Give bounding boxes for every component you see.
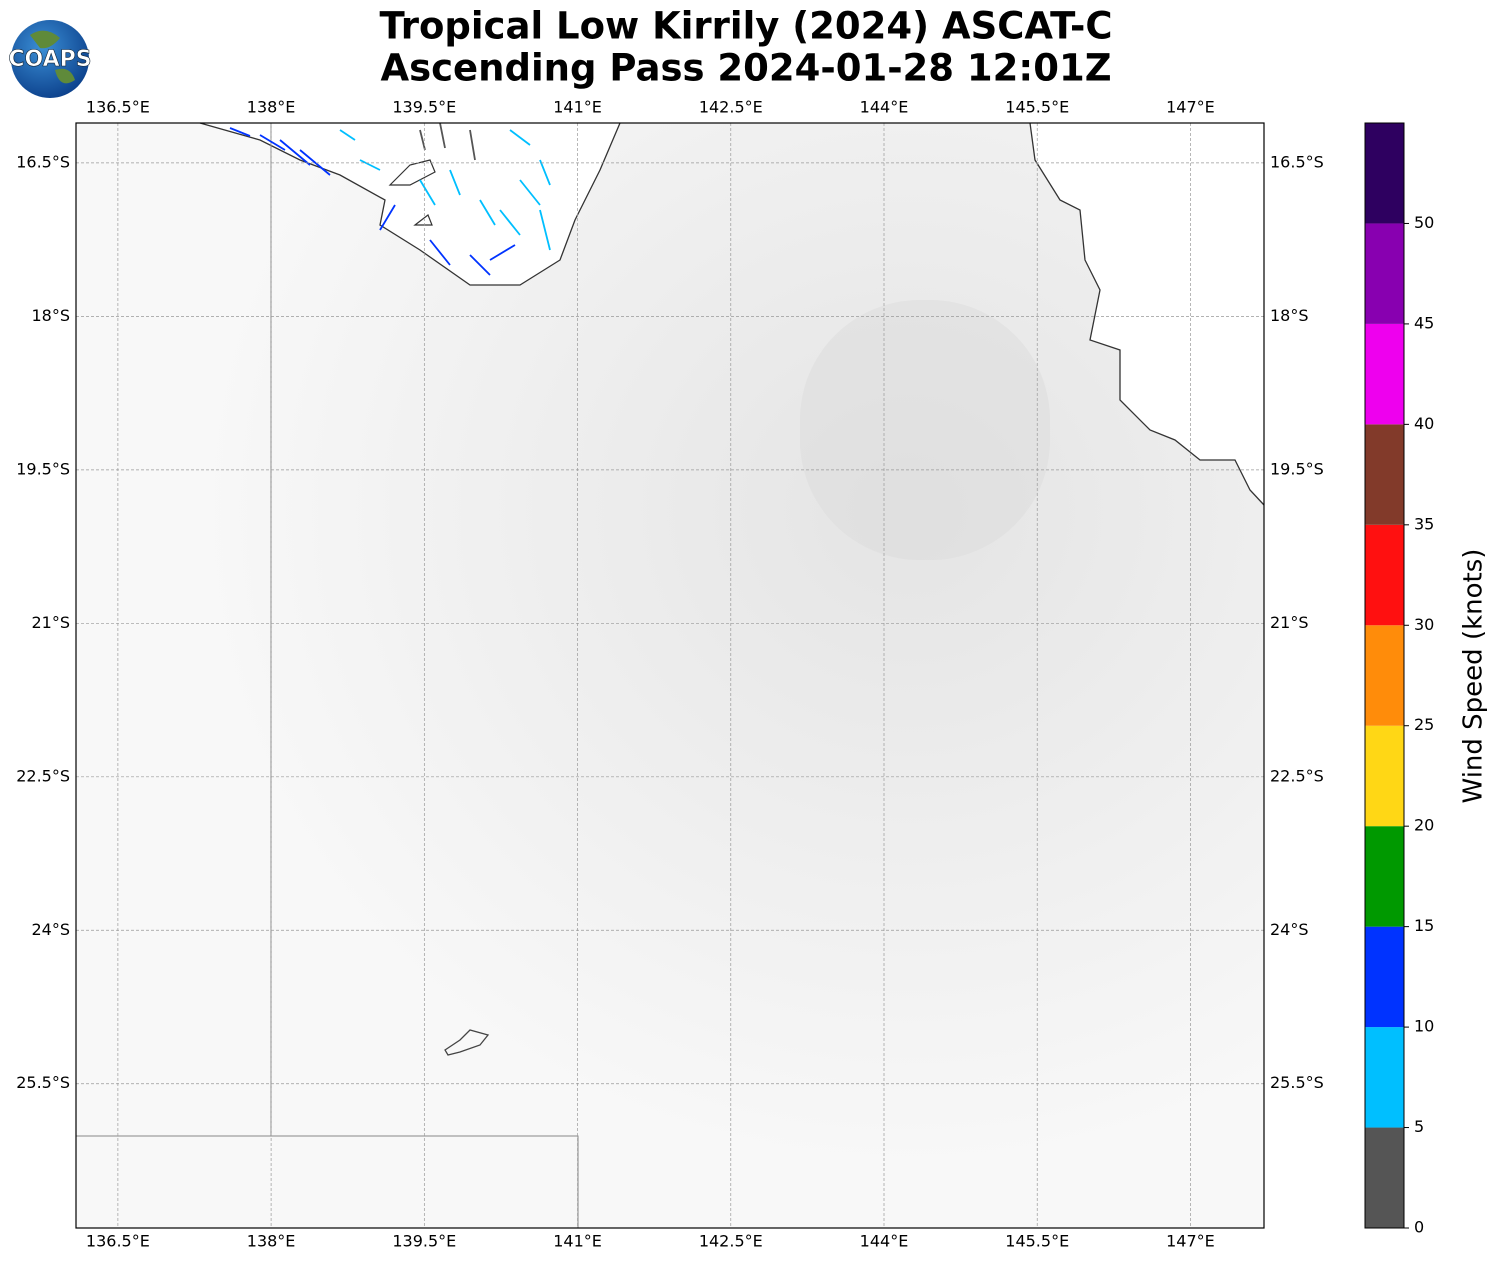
- colorbar-tick-label: 10: [1414, 1017, 1434, 1036]
- coastline: [199, 122, 621, 286]
- colorbar-bin: [1365, 323, 1404, 425]
- x-tick-label: 141°E: [553, 1232, 602, 1251]
- frame: [75, 122, 1265, 1229]
- colorbar-frame: [1364, 122, 1405, 1229]
- y-tick-label: 24°S: [1270, 920, 1309, 939]
- colorbar-bin: [1365, 725, 1404, 827]
- colorbar: 0 5 10 15 20 25 30 35 40 45 50: [1364, 122, 1434, 1237]
- colorbar-tick-label: 40: [1414, 414, 1434, 433]
- colorbar-bin: [1365, 1127, 1404, 1228]
- y-tick-label: 16.5°S: [1270, 152, 1324, 171]
- y-tick-label: 16.5°S: [16, 152, 70, 171]
- x-tick-label: 145.5°E: [1005, 98, 1069, 117]
- x-tick-label: 142.5°E: [699, 1232, 763, 1251]
- map-area: [75, 122, 1265, 1229]
- colorbar-bin: [1365, 625, 1404, 726]
- colorbar-tick-label: 20: [1414, 816, 1434, 835]
- logo: COAPS: [8, 20, 92, 98]
- x-tick-label: 138°E: [247, 98, 296, 117]
- colorbar-tick-label: 45: [1414, 313, 1434, 332]
- colorbar-tick-label: 35: [1414, 514, 1434, 533]
- y-tick-label: 22.5°S: [1270, 766, 1324, 785]
- x-tick-label: 147°E: [1166, 98, 1215, 117]
- colorbar-bin: [1365, 524, 1404, 626]
- x-tick-label: 142.5°E: [699, 98, 763, 117]
- x-tick-label: 144°E: [860, 98, 909, 117]
- logo-text: COAPS: [8, 47, 91, 72]
- y-tick-label: 19.5°S: [16, 459, 70, 478]
- y-tick-label: 19.5°S: [1270, 459, 1324, 478]
- x-tick-label: 139.5°E: [392, 1232, 456, 1251]
- cloud: [800, 300, 1050, 560]
- x-tick-label: 138°E: [247, 1232, 296, 1251]
- y-tick-label: 21°S: [1270, 613, 1309, 632]
- lake-eyre: [444, 1029, 490, 1056]
- colorbar-label: Wind Speed (knots): [1459, 549, 1489, 804]
- x-tick-label: 144°E: [860, 1232, 909, 1251]
- sea-east: [1030, 123, 1264, 505]
- x-tick-label: 145.5°E: [1005, 1232, 1069, 1251]
- colorbar-tick-label: 25: [1414, 715, 1434, 734]
- coastline: [1029, 122, 1265, 506]
- title: Tropical Low Kirrily (2024) ASCAT-C: [380, 5, 1113, 48]
- y-tick-label: 21°S: [31, 613, 70, 632]
- colorbar-tick-label: 50: [1414, 213, 1434, 232]
- colorbar-bin: [1365, 123, 1404, 224]
- colorbar-tick-label: 30: [1414, 615, 1434, 634]
- x-tick-label: 136.5°E: [86, 1232, 150, 1251]
- colorbar-bin: [1365, 826, 1404, 927]
- y-tick-label: 22.5°S: [16, 766, 70, 785]
- gulf-water: [200, 123, 620, 285]
- y-tick-label: 24°S: [31, 920, 70, 939]
- colorbar-tick-label: 5: [1414, 1117, 1424, 1136]
- colorbar-bin: [1365, 223, 1404, 324]
- y-tick-label: 25.5°S: [1270, 1073, 1324, 1092]
- x-tick-label: 136.5°E: [86, 98, 150, 117]
- colorbar-bin: [1365, 1027, 1404, 1128]
- background: [76, 123, 1264, 1228]
- colorbar-bin: [1365, 926, 1404, 1028]
- y-tick-label: 25.5°S: [16, 1073, 70, 1092]
- grid: [76, 123, 1264, 1228]
- y-tick-label: 18°S: [1270, 306, 1309, 325]
- island: [388, 159, 436, 226]
- x-tick-label: 141°E: [553, 98, 602, 117]
- colorbar-bin: [1365, 424, 1404, 525]
- colorbar-tick-label: 15: [1414, 916, 1434, 935]
- subtitle: Ascending Pass 2024-01-28 12:01Z: [380, 47, 1111, 90]
- y-tick-label: 18°S: [31, 306, 70, 325]
- x-tick-label: 147°E: [1166, 1232, 1215, 1251]
- x-tick-label: 139.5°E: [392, 98, 456, 117]
- wind-barbs: [229, 122, 551, 276]
- colorbar-tick-label: 0: [1414, 1218, 1424, 1237]
